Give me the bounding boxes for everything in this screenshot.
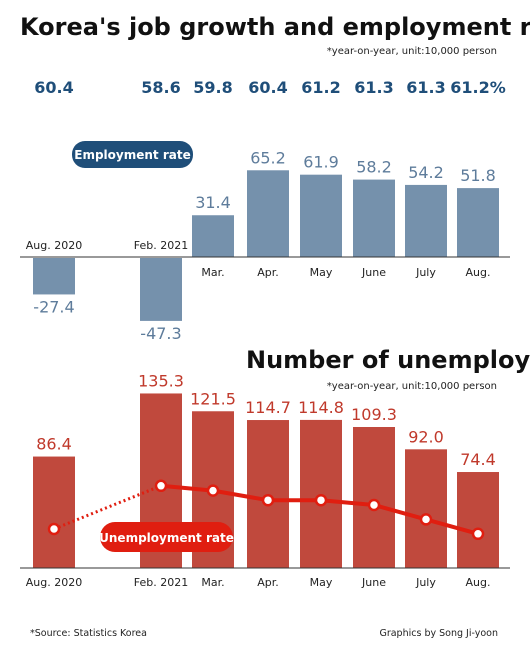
employment-value-label: 58.6 [141,78,180,97]
employment-value-label: 59.8 [193,78,232,97]
employment-rate-badge: Employment rate [72,141,193,168]
job-growth-bar [405,184,447,257]
unit-note-top: *year-on-year, unit:10,000 person [327,46,497,57]
x-tick-label-bottom: Feb. 2021 [134,576,188,589]
x-tick-label-bottom: Aug. [466,576,491,589]
x-tick-label-top: Apr. [257,266,279,279]
unemployment-bar [33,456,75,568]
employment-value-label: 60.4 [34,78,73,97]
unemployment-rate-line-layer [47,479,485,541]
x-tick-label-top: Feb. 2021 [134,239,188,252]
unemployment-rate-point [367,498,381,512]
unemployment-rate-point [419,513,433,526]
job-growth-bar [33,258,75,295]
unemployment-bar [405,449,447,568]
unemployment-rate-badge-label: Unemployment rate [99,531,234,545]
unemployment-value-label: 92.0 [408,427,444,446]
job-growth-value-label: 51.8 [460,166,496,185]
job-growth-bar [192,215,234,257]
job-growth-value-label: 61.9 [303,153,339,172]
unemployment-value-label: 86.4 [36,435,72,454]
x-tick-label-bottom: July [415,576,436,589]
job-growth-value-label: 65.2 [250,148,286,167]
unemployment-rate-point [206,484,220,497]
job-growth-bar [457,188,499,257]
x-tick-label-bottom: June [361,576,386,589]
x-tick-label-top: July [415,266,436,279]
unit-note-bottom: *year-on-year, unit:10,000 person [327,381,497,392]
employment-value-label: 61.2% [450,78,506,97]
job-growth-bar [353,179,395,257]
job-growth-value-label: 31.4 [195,193,231,212]
unemployment-bar [457,472,499,568]
job-growth-value-label: -47.3 [140,324,181,343]
x-tick-label-top: Aug. 2020 [26,239,82,252]
job-growth-bar [140,258,182,321]
job-growth-bar-layer: -27.4 -47.3 31.4 65.2 61.9 58.2 54.2 51.8 [33,148,499,343]
unemployment-rate-point [154,479,168,493]
unemployment-line-dotted-segment [53,484,162,531]
job-growth-value-label: -27.4 [33,297,74,316]
job-growth-value-label: 58.2 [356,158,392,177]
graphics-credit: Graphics by Song Ji-yoon [379,628,498,639]
x-tick-label-bottom: Apr. [257,576,279,589]
unemployment-value-label: 109.3 [351,405,397,424]
chart-title: Korea's job growth and employment rate [20,13,530,41]
unemployment-bar-layer: 86.4 135.3 121.5 114.7 114.8 109.3 92.0 74.4 [33,371,499,568]
job-growth-value-label: 54.2 [408,163,444,182]
job-growth-bar [300,174,342,257]
unemployment-value-label: 135.3 [138,371,184,390]
unemployment-rate-point [471,527,485,541]
unemployment-value-label: 74.4 [460,450,496,469]
unemployment-title: Number of unemployment [246,346,530,374]
x-tick-label-bottom: Mar. [201,576,224,589]
x-axis-ticks: Aug. 2020 Aug. 2020 Feb. 2021 Feb. 2021 Mar.… [26,239,491,589]
employment-value-label: 60.4 [248,78,287,97]
unemployment-bar [353,427,395,568]
x-tick-label-bottom: May [310,576,333,589]
job-growth-bar [247,170,289,257]
unemployment-value-label: 121.5 [190,389,236,408]
unemployment-rate-point [47,522,61,536]
x-tick-label-top: Mar. [201,266,224,279]
x-tick-label-top: May [310,266,333,279]
source-note: *Source: Statistics Korea [30,628,147,639]
x-tick-label-top: Aug. [466,266,491,279]
unemployment-rate-point [314,493,328,507]
x-tick-label-top: June [361,266,386,279]
employment-rate-badge-label: Employment rate [74,148,190,162]
unemployment-rate-badge: Unemployment rate [99,522,234,552]
unemployment-value-label: 114.7 [245,398,291,417]
unemployment-value-label: 114.8 [298,398,344,417]
employment-value-label: 61.2 [301,78,340,97]
x-tick-label-bottom: Aug. 2020 [26,576,82,589]
employment-line-layer: 60.4 58.6 59.8 60.4 61.2 61.3 61.3 61.2% [34,78,506,97]
employment-value-label: 61.3 [354,78,393,97]
employment-value-label: 61.3 [406,78,445,97]
unemployment-rate-point [261,493,275,507]
